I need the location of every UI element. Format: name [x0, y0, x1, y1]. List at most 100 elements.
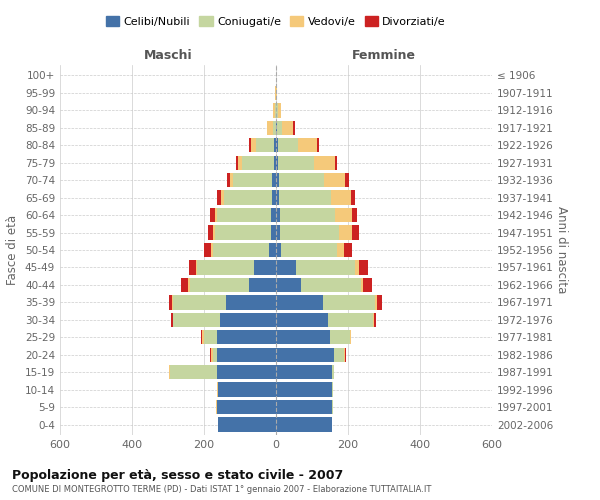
Bar — [214, 226, 215, 239]
Bar — [337, 243, 344, 257]
Bar — [217, 190, 221, 205]
Bar — [238, 156, 242, 170]
Bar — [230, 173, 233, 188]
Bar — [335, 156, 337, 170]
Bar — [324, 173, 346, 188]
Bar — [273, 120, 275, 135]
Bar — [254, 260, 276, 274]
Bar — [221, 190, 224, 205]
Bar — [171, 312, 173, 327]
Y-axis label: Anni di nascita: Anni di nascita — [554, 206, 568, 294]
Bar — [279, 173, 324, 188]
Bar — [276, 173, 279, 188]
Bar — [359, 260, 368, 274]
Bar — [282, 120, 293, 135]
Bar — [197, 260, 254, 274]
Bar — [345, 348, 346, 362]
Bar — [296, 260, 355, 274]
Bar — [293, 120, 295, 135]
Bar — [375, 295, 377, 310]
Bar — [218, 418, 276, 432]
Bar — [188, 278, 190, 292]
Bar — [204, 330, 217, 344]
Bar — [190, 278, 249, 292]
Bar — [298, 138, 317, 152]
Bar — [236, 156, 238, 170]
Bar — [274, 156, 276, 170]
Bar — [276, 156, 278, 170]
Bar — [227, 173, 230, 188]
Bar — [173, 312, 220, 327]
Bar — [276, 278, 301, 292]
Bar — [272, 173, 276, 188]
Bar — [217, 400, 276, 414]
Bar — [276, 260, 296, 274]
Bar — [339, 226, 352, 239]
Bar — [217, 348, 276, 362]
Bar — [334, 348, 344, 362]
Bar — [355, 260, 359, 274]
Y-axis label: Fasce di età: Fasce di età — [7, 215, 19, 285]
Bar — [276, 312, 328, 327]
Bar — [276, 400, 332, 414]
Bar — [374, 312, 376, 327]
Bar — [218, 382, 276, 397]
Bar — [276, 418, 332, 432]
Bar — [220, 312, 276, 327]
Bar — [213, 243, 269, 257]
Bar — [344, 348, 345, 362]
Bar — [268, 120, 273, 135]
Bar — [217, 365, 276, 380]
Bar — [276, 120, 277, 135]
Bar — [169, 295, 172, 310]
Bar — [352, 208, 357, 222]
Bar — [211, 243, 213, 257]
Bar — [317, 138, 319, 152]
Bar — [276, 226, 280, 239]
Bar — [276, 348, 334, 362]
Bar — [226, 295, 276, 310]
Bar — [352, 226, 359, 239]
Bar — [276, 208, 280, 222]
Bar — [275, 103, 276, 118]
Text: Popolazione per età, sesso e stato civile - 2007: Popolazione per età, sesso e stato civil… — [12, 469, 343, 482]
Bar — [350, 330, 351, 344]
Bar — [344, 243, 352, 257]
Bar — [346, 173, 349, 188]
Bar — [215, 226, 271, 239]
Bar — [249, 278, 276, 292]
Bar — [276, 330, 330, 344]
Bar — [181, 278, 188, 292]
Bar — [278, 138, 298, 152]
Bar — [276, 295, 323, 310]
Bar — [276, 382, 332, 397]
Bar — [275, 86, 276, 100]
Bar — [216, 400, 217, 414]
Bar — [273, 103, 275, 118]
Bar — [224, 190, 272, 205]
Bar — [208, 226, 214, 239]
Bar — [204, 243, 211, 257]
Bar — [280, 208, 335, 222]
Bar — [169, 365, 170, 380]
Bar — [256, 138, 274, 152]
Bar — [364, 278, 373, 292]
Bar — [170, 365, 217, 380]
Bar — [272, 190, 276, 205]
Bar — [314, 156, 335, 170]
Bar — [242, 156, 274, 170]
Bar — [276, 190, 279, 205]
Bar — [276, 138, 278, 152]
Bar — [361, 278, 364, 292]
Bar — [301, 278, 361, 292]
Bar — [196, 260, 197, 274]
Text: Femmine: Femmine — [352, 50, 416, 62]
Bar — [278, 103, 281, 118]
Bar — [276, 243, 281, 257]
Bar — [328, 312, 373, 327]
Bar — [335, 208, 352, 222]
Bar — [280, 226, 339, 239]
Bar — [188, 260, 196, 274]
Bar — [217, 382, 218, 397]
Bar — [269, 243, 276, 257]
